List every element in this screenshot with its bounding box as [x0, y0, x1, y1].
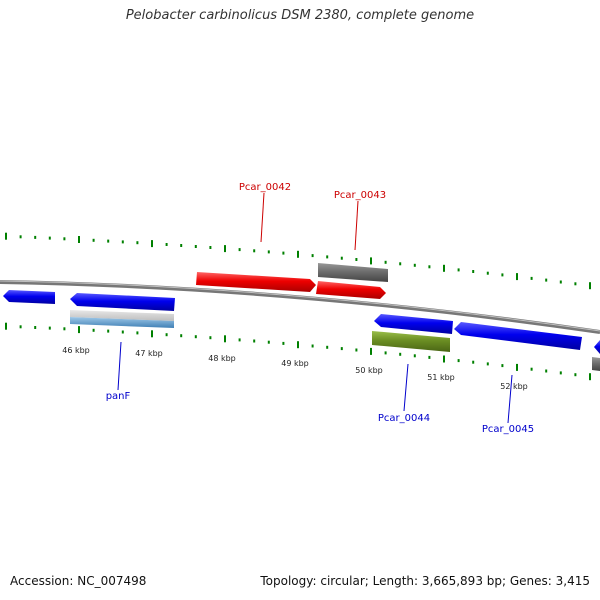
- gene-arrow-pcar-0045[interactable]: [454, 322, 582, 350]
- gene-arrow-reverse-left[interactable]: [3, 290, 55, 304]
- feature-steel-band[interactable]: [70, 317, 174, 328]
- genome-backbone-highlight: [0, 280, 600, 332]
- feature-olive[interactable]: [372, 331, 450, 352]
- scale-label-48kbp: 48 kbp: [208, 354, 236, 363]
- gene-arrow-pcar-0042[interactable]: [196, 272, 316, 292]
- leader-pcar-0042: [260, 192, 265, 243]
- scale-label-51kbp: 51 kbp: [427, 373, 455, 382]
- gene-label-pcar-0042[interactable]: Pcar_0042: [239, 182, 291, 193]
- genome-title: Pelobacter carbinolicus DSM 2380, comple…: [125, 8, 475, 23]
- gene-label-pcar-0044[interactable]: Pcar_0044: [378, 413, 430, 424]
- gene-arrow-pcar-0043[interactable]: [316, 281, 386, 299]
- feature-light-band: [70, 310, 174, 321]
- gene-arrow-panf[interactable]: [70, 293, 175, 311]
- leader-pcar-0044: [403, 363, 409, 412]
- scale-label-49kbp: 49 kbp: [281, 359, 309, 368]
- gene-arrow-reverse-right[interactable]: [594, 340, 600, 354]
- leader-pcar-0043: [354, 200, 359, 251]
- scale-label-47kbp: 47 kbp: [135, 349, 163, 358]
- gene-arrow-pcar-0044[interactable]: [374, 314, 453, 334]
- gene-label-panf[interactable]: panF: [106, 391, 131, 402]
- gene-label-pcar-0045[interactable]: Pcar_0045: [482, 424, 534, 435]
- scale-label-50kbp: 50 kbp: [355, 366, 383, 375]
- genome-info-text: Topology: circular; Length: 3,665,893 bp…: [260, 574, 590, 588]
- accession-text: Accession: NC_007498: [10, 574, 147, 588]
- leader-pcar-0045: [507, 374, 513, 424]
- tick-row-upper: [5, 232, 591, 290]
- gene-label-pcar-0043[interactable]: Pcar_0043: [334, 190, 386, 201]
- feature-grey-upper[interactable]: [318, 263, 388, 282]
- tick-row-lower: [5, 322, 591, 381]
- genome-backbone: [0, 280, 600, 334]
- scale-label-46kbp: 46 kbp: [62, 346, 90, 355]
- leader-panf: [117, 341, 122, 391]
- feature-grey-right[interactable]: [592, 357, 600, 371]
- scale-label-52kbp: 52 kbp: [500, 382, 528, 391]
